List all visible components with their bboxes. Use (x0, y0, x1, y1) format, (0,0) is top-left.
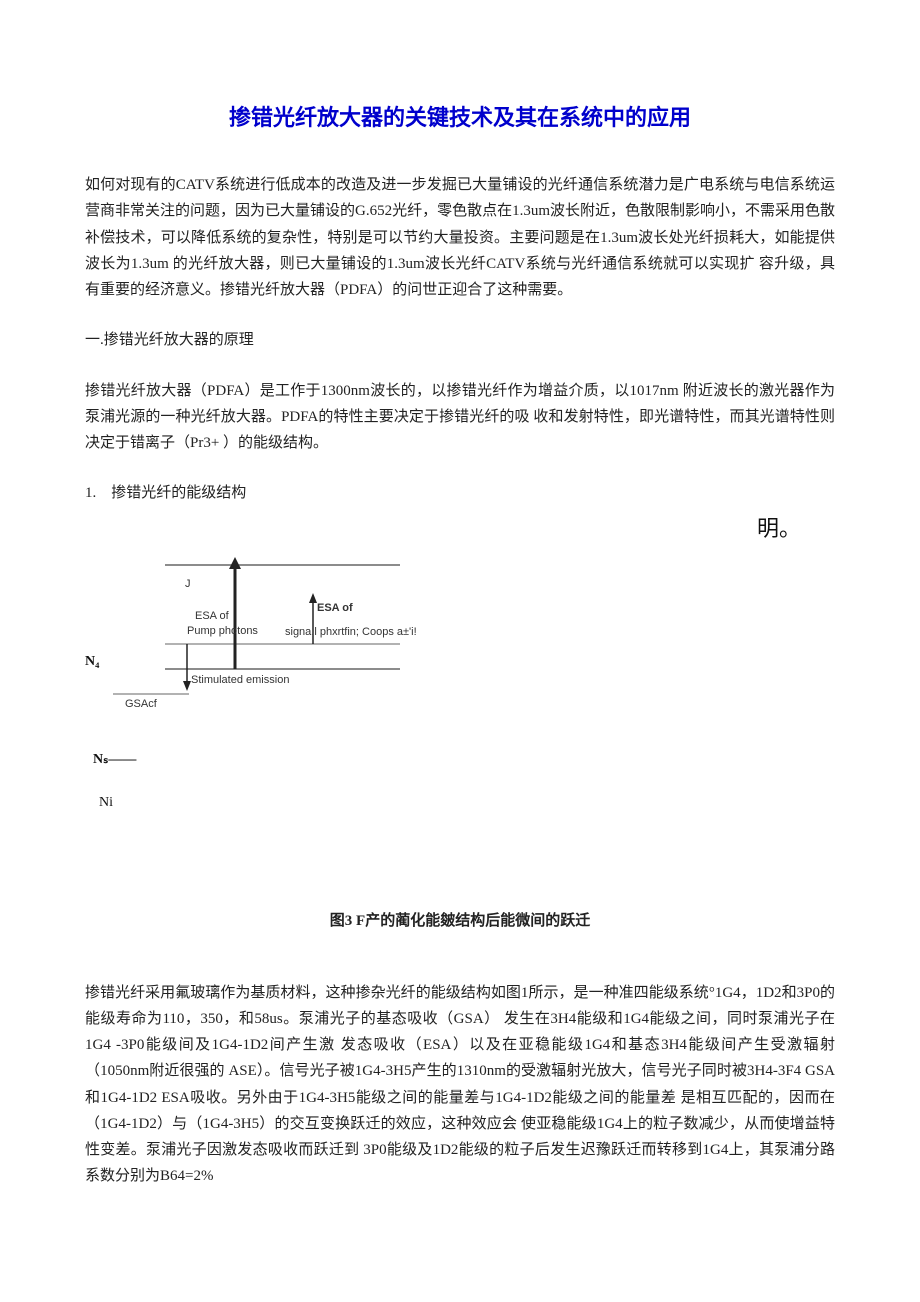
intro-paragraph: 如何对现有的CATV系统进行低成本的改造及进一步发掘已大量铺设的光纤通信系统潜力… (85, 172, 835, 303)
energy-level-diagram: 明。 J ESA of Pump photons ESA of (85, 519, 835, 879)
arrow-stim-down-head (183, 681, 191, 691)
label-stim: Stimulated emission (191, 674, 289, 686)
label-n4: N₄ (85, 654, 99, 670)
label-ming: 明。 (757, 511, 801, 543)
label-ni: Ni (99, 795, 113, 811)
label-gsa: GSAcf (125, 698, 158, 710)
label-esa1-sub: Pump photons (187, 625, 258, 637)
section-1-body: 掺错光纤放大器（PDFA）是工作于1300nm波长的，以掺错光纤作为增益介质，以… (85, 378, 835, 457)
section-1-heading: 一.掺错光纤放大器的原理 (85, 327, 835, 353)
subsection-heading: 1. 掺错光纤的能级结构 (85, 480, 835, 506)
label-esa2-sub: signa.l phxrtfin; Coops a±'i! (285, 626, 417, 638)
label-esa1: ESA of (195, 610, 230, 622)
document-title: 掺错光纤放大器的关键技术及其在系统中的应用 (85, 100, 835, 132)
body-paragraph-2: 掺错光纤采用氟玻璃作为基质材料，这种掺杂光纤的能级结构如图1所示，是一种准四能级… (85, 980, 835, 1190)
arrow-main-up-head (229, 557, 241, 569)
diagram-svg: J ESA of Pump photons ESA of signa.l phx… (85, 529, 485, 749)
label-j: J (185, 578, 191, 590)
label-esa2: ESA of (317, 602, 353, 614)
figure-caption: 图3 F产的蔺化能皴结构后能微间的跃迁 (85, 909, 835, 930)
label-ns: Nₛ—— (93, 751, 136, 768)
arrow-esa2-head (309, 593, 317, 603)
